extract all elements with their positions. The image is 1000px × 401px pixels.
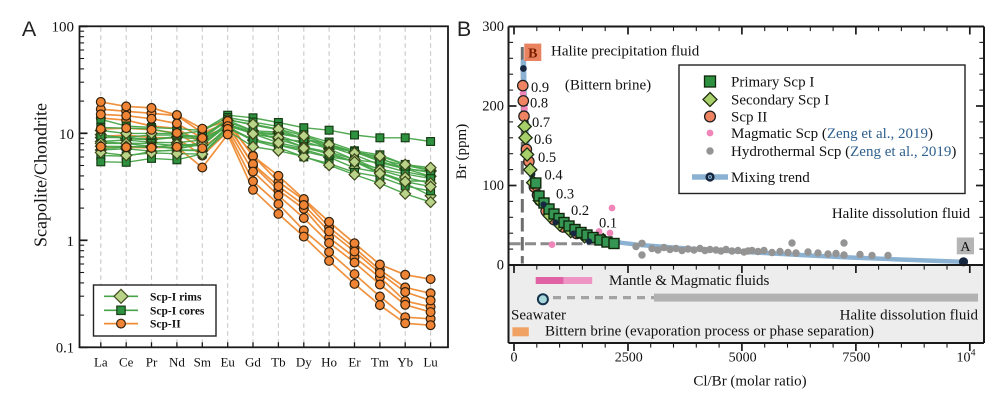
svg-text:Halite dissolution fluid: Halite dissolution fluid <box>840 308 979 324</box>
svg-text:(Bittern brine): (Bittern brine) <box>565 78 651 94</box>
svg-text:Yb: Yb <box>397 355 413 370</box>
svg-text:A: A <box>22 17 37 41</box>
svg-text:B: B <box>528 47 537 62</box>
svg-text:Seawater: Seawater <box>511 308 566 324</box>
svg-text:Cl/Br (molar ratio): Cl/Br (molar ratio) <box>693 374 806 390</box>
svg-text:La: La <box>94 355 108 370</box>
svg-text:Bittern brine (evaporation pro: Bittern brine (evaporation process or ph… <box>545 323 874 339</box>
svg-text:2500: 2500 <box>615 351 643 366</box>
svg-text:0.2: 0.2 <box>571 203 589 219</box>
svg-text:Scp-I cores: Scp-I cores <box>150 305 205 317</box>
svg-text:Primary Scp I: Primary Scp I <box>731 75 814 91</box>
svg-text:0.3: 0.3 <box>556 187 574 203</box>
svg-text:0: 0 <box>497 258 504 274</box>
svg-text:300: 300 <box>482 19 504 35</box>
svg-text:Secondary Scp I: Secondary Scp I <box>731 93 829 109</box>
svg-text:Hydrothermal Scp (Zeng et al.,: Hydrothermal Scp (Zeng et al., 2019) <box>731 144 956 160</box>
svg-text:0: 0 <box>511 351 518 366</box>
svg-text:200: 200 <box>482 99 504 115</box>
svg-text:Mixing trend: Mixing trend <box>731 170 810 186</box>
svg-text:Scapolite/Chondrite: Scapolite/Chondrite <box>31 103 51 247</box>
svg-text:0.4: 0.4 <box>544 167 563 183</box>
svg-text:0.5: 0.5 <box>538 150 556 166</box>
svg-text:0.6: 0.6 <box>534 132 552 148</box>
svg-text:0.7: 0.7 <box>532 115 550 131</box>
svg-text:10: 10 <box>59 127 74 143</box>
svg-text:Ce: Ce <box>119 355 134 370</box>
svg-text:100: 100 <box>482 178 504 194</box>
svg-text:Pr: Pr <box>146 355 158 370</box>
svg-text:0.8: 0.8 <box>530 96 548 112</box>
svg-text:Ho: Ho <box>321 355 337 370</box>
svg-text:Er: Er <box>348 355 361 370</box>
svg-text:Scp II: Scp II <box>731 110 767 126</box>
svg-text:100: 100 <box>52 20 75 36</box>
svg-text:Br (ppm): Br (ppm) <box>454 124 470 179</box>
svg-text:Sm: Sm <box>194 355 211 370</box>
svg-text:Tb: Tb <box>271 355 285 370</box>
svg-text:0.1: 0.1 <box>599 216 617 232</box>
svg-text:4: 4 <box>971 349 976 359</box>
svg-text:Scp-II: Scp-II <box>150 319 181 331</box>
svg-text:Nd: Nd <box>169 355 185 370</box>
svg-text:Eu: Eu <box>220 355 235 370</box>
svg-text:Magmatic Scp (Zeng et al., 201: Magmatic Scp (Zeng et al., 2019) <box>731 126 933 142</box>
svg-text:Mantle & Magmatic fluids: Mantle & Magmatic fluids <box>609 273 770 289</box>
svg-text:Scp-I rims: Scp-I rims <box>150 291 202 303</box>
svg-text:1: 1 <box>67 234 75 250</box>
svg-text:B: B <box>457 17 471 41</box>
svg-text:5000: 5000 <box>729 351 757 366</box>
svg-text:Lu: Lu <box>423 355 438 370</box>
svg-text:Halite dissolution fluid: Halite dissolution fluid <box>832 206 971 222</box>
svg-text:Dy: Dy <box>296 355 312 370</box>
svg-text:7500: 7500 <box>842 351 870 366</box>
svg-text:10: 10 <box>957 351 971 366</box>
svg-text:A: A <box>960 240 971 255</box>
svg-text:Gd: Gd <box>245 355 261 370</box>
svg-text:Halite precipitation fluid: Halite precipitation fluid <box>551 44 700 60</box>
svg-text:0.9: 0.9 <box>531 80 549 96</box>
svg-text:Tm: Tm <box>371 355 389 370</box>
svg-text:0.1: 0.1 <box>56 341 74 357</box>
